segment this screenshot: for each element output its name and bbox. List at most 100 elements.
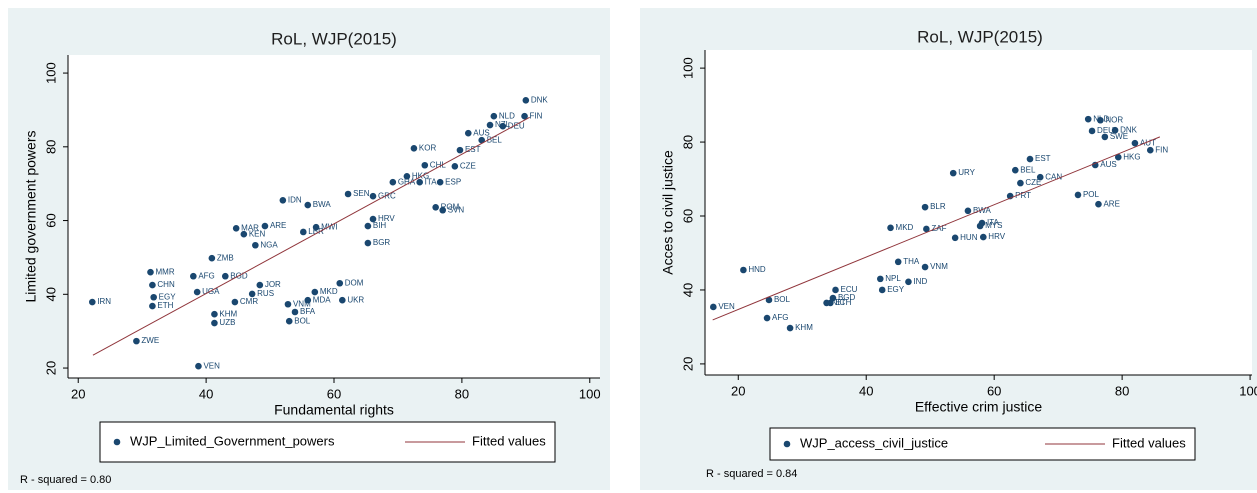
data-point xyxy=(1074,191,1082,199)
data-point xyxy=(436,178,444,186)
point-label: DOM xyxy=(345,278,364,287)
point-label: ZMB xyxy=(217,253,234,262)
legend-label: Fitted values xyxy=(472,433,546,448)
point-label: VEN xyxy=(203,361,220,370)
point-label: ETH xyxy=(157,301,173,310)
data-point xyxy=(823,299,830,307)
data-point xyxy=(344,190,352,198)
data-point xyxy=(150,293,157,301)
point-label: MKD xyxy=(320,287,338,296)
data-point xyxy=(1146,146,1154,154)
point-label: HRV xyxy=(378,214,395,223)
point-label: KHM xyxy=(795,323,813,332)
data-point xyxy=(887,224,894,232)
data-point xyxy=(1101,133,1109,141)
point-label: ZWE xyxy=(141,336,159,345)
data-point xyxy=(211,319,218,327)
data-point xyxy=(923,225,930,233)
fitted-line xyxy=(712,136,1161,321)
data-point xyxy=(339,296,346,304)
chart-title: RoL, WJP(2015) xyxy=(917,27,1043,46)
point-label: UKR xyxy=(347,295,364,304)
fitted-line xyxy=(92,116,530,356)
point-label: FIN xyxy=(1155,145,1168,154)
point-label: SEN xyxy=(353,189,370,198)
data-point xyxy=(486,121,494,129)
point-label: CHN xyxy=(157,280,175,289)
data-point xyxy=(364,222,372,230)
point-label: DNK xyxy=(1120,125,1138,134)
point-label: NLD xyxy=(499,111,515,120)
point-label: CAN xyxy=(1045,172,1062,181)
point-label: IND xyxy=(913,277,927,286)
point-label: EGY xyxy=(887,285,905,294)
data-point xyxy=(905,278,912,286)
data-point xyxy=(451,163,459,170)
point-label: BWA xyxy=(313,200,332,209)
data-point xyxy=(1017,179,1024,187)
data-point xyxy=(416,178,423,186)
point-label: GHA xyxy=(398,177,416,186)
data-point xyxy=(312,223,320,231)
point-label: NGA xyxy=(260,240,278,249)
data-point xyxy=(252,241,259,249)
data-point xyxy=(336,279,344,287)
x-tick-label: 60 xyxy=(987,383,1001,398)
data-point xyxy=(256,281,264,289)
data-point xyxy=(133,337,140,345)
y-axis-title: Acces to civil justice xyxy=(660,150,676,275)
point-label: NOR xyxy=(1105,115,1123,124)
point-label: BWA xyxy=(973,206,992,215)
data-point xyxy=(248,290,256,298)
point-label: ITA xyxy=(425,177,438,186)
point-label: CMR xyxy=(240,297,258,306)
data-point xyxy=(1114,153,1122,161)
point-label: PRT xyxy=(1015,191,1031,200)
data-point xyxy=(190,272,197,280)
point-label: KHM xyxy=(219,309,237,318)
data-point xyxy=(88,298,96,306)
point-label: ZAF xyxy=(931,224,946,233)
point-label: DNK xyxy=(531,95,549,104)
y-tick-label: 80 xyxy=(43,140,58,154)
y-tick-label: 100 xyxy=(43,62,58,84)
data-point xyxy=(291,308,299,316)
point-label: SWE xyxy=(1110,132,1128,141)
point-label: MYS xyxy=(985,221,1002,230)
data-point xyxy=(1111,126,1119,134)
x-tick-label: 40 xyxy=(859,383,873,398)
point-label: CZE xyxy=(460,161,476,170)
point-label: KOR xyxy=(419,143,437,152)
point-label: EST xyxy=(1035,154,1051,163)
x-tick-label: 80 xyxy=(455,386,469,401)
point-label: AUS xyxy=(473,128,489,137)
note: R - squared = 0.84 xyxy=(706,468,797,480)
data-point xyxy=(240,230,248,238)
point-label: HND xyxy=(748,265,766,274)
data-point xyxy=(369,192,377,200)
legend-symbol xyxy=(783,440,791,448)
data-point xyxy=(1026,155,1034,163)
x-axis-title: Fundamental rights xyxy=(274,402,394,418)
data-point xyxy=(1097,116,1104,124)
point-label: ROM xyxy=(441,202,460,211)
legend-label: WJP_access_civil_justice xyxy=(800,435,948,450)
data-point xyxy=(285,317,293,325)
point-label: KEN xyxy=(249,229,266,238)
point-label: ITA xyxy=(987,218,1000,227)
y-tick-label: 80 xyxy=(680,135,695,149)
data-point xyxy=(490,112,498,120)
point-label: IRN xyxy=(97,297,111,306)
point-label: UZB xyxy=(219,318,235,327)
point-label: BGD xyxy=(838,293,856,302)
point-label: VEN xyxy=(718,302,735,311)
note: R - squared = 0.80 xyxy=(20,474,111,486)
data-point xyxy=(464,129,472,137)
point-label: BOL xyxy=(294,316,311,325)
data-point xyxy=(304,296,312,304)
y-tick-label: 40 xyxy=(43,287,58,301)
point-label: BIH xyxy=(373,221,387,230)
point-label: EGY xyxy=(159,292,177,301)
point-label: IDN xyxy=(288,195,302,204)
